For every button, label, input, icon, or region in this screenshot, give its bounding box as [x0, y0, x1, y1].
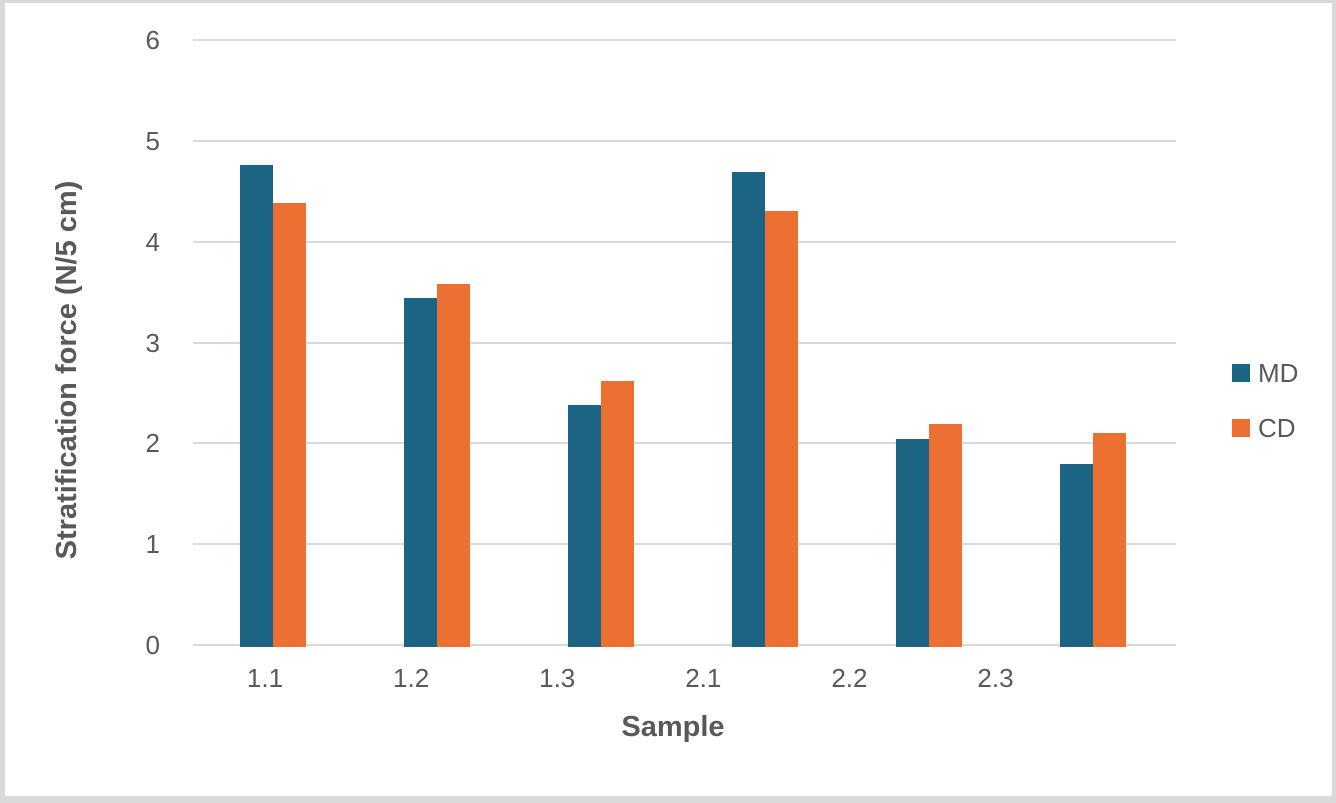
bar-cd-1.2 [436, 284, 470, 647]
bar-md-1.3 [567, 405, 601, 647]
legend-label-cd: CD [1258, 413, 1296, 443]
y-tick-label-2: 2 [145, 428, 160, 459]
bar-cd-2.3 [1092, 433, 1126, 647]
legend: MD CD [1232, 359, 1298, 469]
x-tick-label-1.2: 1.2 [393, 663, 430, 693]
legend-item-md: MD [1232, 359, 1298, 387]
bar-md-2.3 [1059, 463, 1093, 647]
gridline-y-3 [193, 341, 1176, 344]
bar-cd-2.1 [764, 210, 798, 647]
y-tick-label-3: 3 [145, 327, 160, 358]
y-tick-label-1: 1 [145, 529, 160, 560]
gridline-y-2 [193, 442, 1176, 445]
x-tick-label-2.1: 2.1 [685, 663, 722, 693]
md-series-swatch-icon [1232, 364, 1250, 382]
x-tick-label-2.3: 2.3 [977, 663, 1014, 693]
bar-cd-1.3 [600, 380, 634, 647]
bar-cd-1.1 [272, 203, 306, 647]
gridline-y-5 [193, 140, 1176, 142]
gridline-y-0 [193, 644, 1176, 646]
x-tick-label-2.2: 2.2 [831, 663, 868, 693]
x-tick-label-1.3: 1.3 [539, 663, 576, 693]
legend-item-cd: CD [1232, 414, 1298, 442]
cd-series-swatch-icon [1232, 419, 1250, 437]
gridline-y-1 [193, 543, 1176, 546]
y-axis-title: Stratification force (N/5 cm) [51, 180, 83, 560]
gridline-y-6 [193, 39, 1176, 42]
y-tick-label-6: 6 [145, 25, 160, 56]
bar-md-1.2 [403, 298, 437, 647]
bar-md-2.2 [895, 439, 929, 647]
bar-cd-2.2 [928, 424, 962, 647]
x-axis-title: Sample [621, 711, 725, 743]
x-tick-label-1.1: 1.1 [246, 663, 284, 693]
y-tick-label-5: 5 [145, 126, 160, 156]
bar-md-2.1 [731, 172, 765, 647]
bar-md-1.1 [239, 165, 273, 647]
y-tick-label-0: 0 [145, 630, 160, 660]
legend-label-md: MD [1258, 358, 1299, 388]
gridline-y-4 [193, 240, 1176, 243]
y-tick-label-4: 4 [145, 226, 160, 257]
